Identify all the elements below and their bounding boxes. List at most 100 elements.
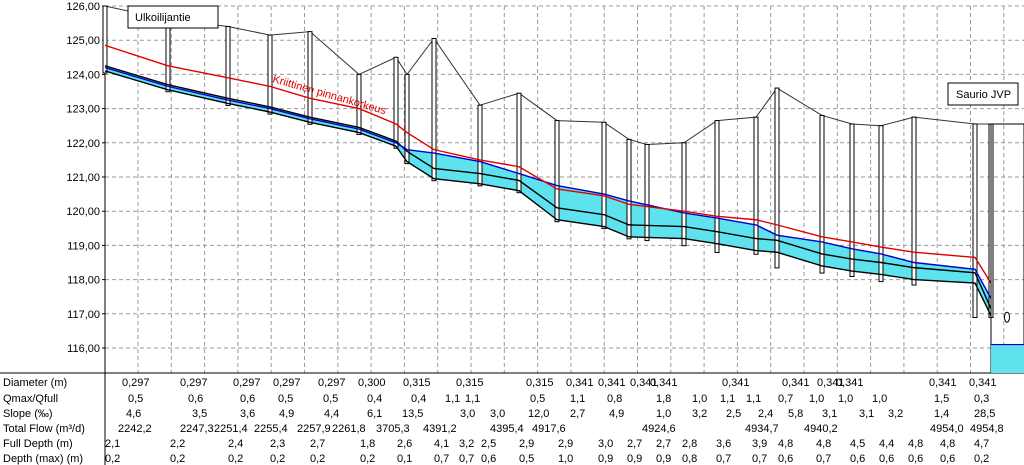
table-cell: 4,9 <box>279 408 294 420</box>
critical-level-label: Kriittinen pinnankorkeus <box>271 73 388 117</box>
table-cell: 3,6 <box>240 408 255 420</box>
profile-line <box>104 65 992 309</box>
manhole <box>516 92 522 194</box>
table-cell: 1,0 <box>838 393 853 405</box>
manhole <box>972 123 978 319</box>
table-cell: 0,9 <box>598 453 613 465</box>
manhole <box>165 19 171 93</box>
table-cell: 12,0 <box>528 408 549 420</box>
ground-polyline <box>104 5 991 146</box>
table-cell: 5,8 <box>788 408 803 420</box>
profile-line <box>104 44 992 284</box>
table-cell: 2,2 <box>170 438 185 450</box>
table-cell: 3,9 <box>752 438 767 450</box>
table-cell: 0,7 <box>434 453 449 465</box>
table-cell: 2,5 <box>726 408 741 420</box>
table-cell: 2,3 <box>270 438 285 450</box>
table-cell: 4934,7 <box>745 423 779 435</box>
table-cell: 0,341 <box>722 377 750 389</box>
manhole <box>601 121 607 230</box>
table-cell: 0,341 <box>650 377 678 389</box>
table-cell: 0,3 <box>974 393 989 405</box>
table-cell: 3,5 <box>192 408 207 420</box>
manhole <box>225 26 231 106</box>
table-cell: 0,5 <box>323 393 338 405</box>
table-cell: 0,9 <box>627 453 642 465</box>
table-row-label: Depth (max) (m) <box>3 453 83 465</box>
table-cell: 0,4 <box>411 393 426 405</box>
table-cell: 0,5 <box>530 393 545 405</box>
y-tick-label: 121,00 <box>66 172 100 184</box>
table-cell: 0,5 <box>519 453 534 465</box>
table-cell: 0,315 <box>456 377 484 389</box>
table-cell: 4,8 <box>778 438 793 450</box>
table-cell: 1,1 <box>720 393 735 405</box>
table-cell: 0,2 <box>974 453 989 465</box>
manholes <box>102 5 994 319</box>
table-cell: 0,6 <box>940 453 955 465</box>
manhole <box>626 138 632 240</box>
manhole <box>393 56 399 149</box>
table-cell: 4,1 <box>434 438 449 450</box>
y-axis-ticks: 126,00 125,00 124,00 123,00 122,00 121,00 120,… <box>66 1 105 355</box>
table-cell: 1,1 <box>570 393 585 405</box>
y-tick-label: 122,00 <box>66 138 100 150</box>
manhole <box>714 120 720 254</box>
table-cell: 0,2 <box>360 453 375 465</box>
table-cell: 0,6 <box>778 453 793 465</box>
table-cell: 0,297 <box>273 377 301 389</box>
table-cell: 4924,6 <box>642 423 676 435</box>
table-cell: 0,7 <box>816 453 831 465</box>
table-row-label: Qmax/Qfull <box>3 393 58 405</box>
table-cell: 0,7 <box>716 453 731 465</box>
table-cell: 3,2 <box>692 408 707 420</box>
table-cell: 0,315 <box>403 377 431 389</box>
start-label: Ulkoilijantie <box>135 12 191 24</box>
table-cell: 3,1 <box>859 408 874 420</box>
table-cell: 0,6 <box>481 453 496 465</box>
table-cell: 0,2 <box>170 453 185 465</box>
table-row-label: Total Flow (m³/d) <box>3 423 85 435</box>
manhole <box>102 5 108 74</box>
table-row-label: Diameter (m) <box>3 377 67 389</box>
table-cell: 4,6 <box>126 408 141 420</box>
table-cell: 2,9 <box>558 438 573 450</box>
y-tick-label: 118,00 <box>67 275 100 287</box>
table-cell: 4954,0 <box>930 423 964 435</box>
table-cell: 0,2 <box>228 453 243 465</box>
table-cell: 4,4 <box>879 438 894 450</box>
y-tick-label: 116,00 <box>67 343 100 355</box>
table-cell: 0,297 <box>318 377 346 389</box>
table-cell: 0,5 <box>278 393 293 405</box>
table-cell: 0,1 <box>397 453 412 465</box>
table-cell: 2,4 <box>758 408 773 420</box>
manhole <box>849 123 855 277</box>
y-tick-label: 120,00 <box>66 206 100 218</box>
table-cell: 2,7 <box>570 408 585 420</box>
table-cell: 6,1 <box>367 408 382 420</box>
table-cell: 1,0 <box>809 393 824 405</box>
table-cell: 1,0 <box>558 453 573 465</box>
y-tick-label: 125,00 <box>66 35 100 47</box>
y-tick-label: 117,00 <box>67 309 100 321</box>
table-cell: 0,341 <box>598 377 626 389</box>
table-cell: 0,297 <box>233 377 261 389</box>
table-cell: 1,8 <box>656 393 671 405</box>
table-cell: 0,7 <box>752 453 767 465</box>
end-label: Saurio JVP <box>956 89 1011 101</box>
data-table: Diameter (m) 0,297 0,297 0,297 0,297 0,297 0,3… <box>3 373 1004 465</box>
table-cell: 0,6 <box>879 453 894 465</box>
manhole <box>911 116 917 286</box>
water-area <box>105 67 991 316</box>
table-cell: 0,2 <box>310 453 325 465</box>
table-cell: 2,8 <box>682 438 697 450</box>
table-cell: 2,9 <box>519 438 534 450</box>
table-cell: 4391,2 <box>423 423 457 435</box>
table-cell: 0,6 <box>908 453 923 465</box>
manhole <box>477 104 483 187</box>
manhole <box>681 142 687 247</box>
table-cell: 0,341 <box>630 377 658 389</box>
table-cell: 0,341 <box>817 377 845 389</box>
table-cell: 2,7 <box>656 438 671 450</box>
